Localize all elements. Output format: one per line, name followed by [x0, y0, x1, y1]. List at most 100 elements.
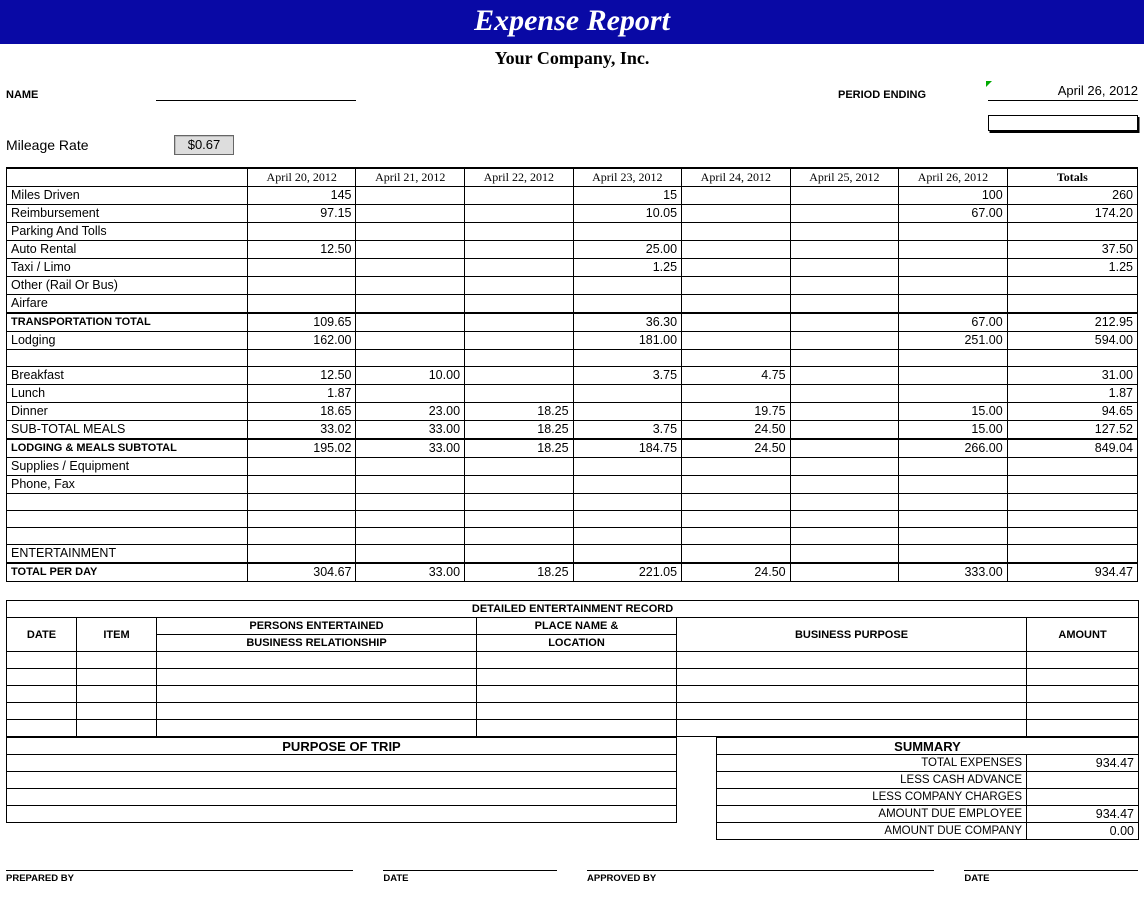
cell[interactable] [465, 385, 574, 403]
cell[interactable] [465, 205, 574, 223]
cell[interactable] [790, 223, 899, 241]
cell[interactable] [790, 332, 899, 350]
ent-row[interactable] [7, 652, 1139, 669]
cell[interactable] [899, 241, 1008, 259]
cell[interactable]: 333.00 [899, 563, 1008, 582]
cell[interactable]: 195.02 [247, 439, 356, 458]
cell[interactable]: 3.75 [573, 421, 682, 440]
ent-cell[interactable] [677, 669, 1027, 686]
ent-cell[interactable] [677, 686, 1027, 703]
cell[interactable] [790, 494, 899, 511]
cell[interactable] [899, 259, 1008, 277]
cell[interactable]: 24.50 [682, 439, 791, 458]
cell[interactable] [247, 511, 356, 528]
cell[interactable] [790, 259, 899, 277]
cell[interactable] [790, 277, 899, 295]
cell[interactable] [356, 350, 465, 367]
cell[interactable] [465, 223, 574, 241]
ent-cell[interactable] [157, 669, 477, 686]
ent-row[interactable] [7, 720, 1139, 737]
cell[interactable]: 24.50 [682, 421, 791, 440]
cell[interactable]: 25.00 [573, 241, 682, 259]
ent-cell[interactable] [1027, 720, 1139, 737]
ent-cell[interactable] [477, 703, 677, 720]
cell[interactable] [465, 313, 574, 332]
cell[interactable] [790, 350, 899, 367]
ent-cell[interactable] [77, 703, 157, 720]
ent-cell[interactable] [7, 686, 77, 703]
cell[interactable] [899, 385, 1008, 403]
ent-cell[interactable] [477, 669, 677, 686]
ent-cell[interactable] [7, 720, 77, 737]
cell[interactable]: 10.00 [356, 367, 465, 385]
ent-cell[interactable] [157, 703, 477, 720]
cell[interactable] [247, 458, 356, 476]
cell[interactable]: 33.00 [356, 421, 465, 440]
purpose-line[interactable] [7, 806, 677, 823]
purpose-line[interactable] [7, 755, 677, 772]
cell[interactable] [790, 439, 899, 458]
cell[interactable]: 10.05 [573, 205, 682, 223]
ent-row[interactable] [7, 686, 1139, 703]
cell[interactable] [682, 385, 791, 403]
cell[interactable]: 15.00 [899, 403, 1008, 421]
cell[interactable] [465, 187, 574, 205]
cell[interactable]: 100 [899, 187, 1008, 205]
cell[interactable] [682, 277, 791, 295]
cell[interactable] [682, 511, 791, 528]
cell[interactable] [465, 528, 574, 545]
cell[interactable] [573, 528, 682, 545]
ent-cell[interactable] [677, 652, 1027, 669]
cell[interactable]: 18.25 [465, 403, 574, 421]
cell[interactable] [899, 494, 1008, 511]
cell[interactable]: 1.87 [247, 385, 356, 403]
cell[interactable] [790, 545, 899, 564]
cell[interactable] [356, 187, 465, 205]
cell[interactable]: 251.00 [899, 332, 1008, 350]
cell[interactable] [247, 259, 356, 277]
ent-cell[interactable] [77, 652, 157, 669]
cell[interactable] [356, 205, 465, 223]
cell[interactable]: 12.50 [247, 241, 356, 259]
cell[interactable]: 4.75 [682, 367, 791, 385]
cell[interactable]: 15 [573, 187, 682, 205]
cell[interactable] [247, 545, 356, 564]
ent-cell[interactable] [157, 686, 477, 703]
cell[interactable] [682, 241, 791, 259]
cell[interactable] [899, 511, 1008, 528]
cell[interactable] [465, 458, 574, 476]
cell[interactable] [682, 350, 791, 367]
cell[interactable] [682, 313, 791, 332]
cell[interactable] [790, 421, 899, 440]
cell[interactable] [465, 277, 574, 295]
cell[interactable] [465, 367, 574, 385]
cell[interactable] [899, 476, 1008, 494]
cell[interactable] [465, 332, 574, 350]
cell[interactable] [790, 205, 899, 223]
ent-row[interactable] [7, 703, 1139, 720]
cell[interactable] [247, 476, 356, 494]
ent-cell[interactable] [477, 652, 677, 669]
cell[interactable] [573, 350, 682, 367]
cell[interactable]: 109.65 [247, 313, 356, 332]
cell[interactable] [247, 277, 356, 295]
cell[interactable] [247, 223, 356, 241]
cell[interactable] [356, 528, 465, 545]
cell[interactable] [682, 295, 791, 314]
cell[interactable] [682, 259, 791, 277]
cell[interactable] [682, 494, 791, 511]
cell[interactable]: 67.00 [899, 313, 1008, 332]
cell[interactable] [790, 403, 899, 421]
cell[interactable] [356, 313, 465, 332]
cell[interactable]: 15.00 [899, 421, 1008, 440]
cell[interactable] [790, 187, 899, 205]
cell[interactable] [790, 385, 899, 403]
purpose-line[interactable] [7, 772, 677, 789]
cell[interactable] [247, 494, 356, 511]
cell[interactable] [899, 277, 1008, 295]
ent-cell[interactable] [77, 686, 157, 703]
cell[interactable] [899, 545, 1008, 564]
cell[interactable] [790, 241, 899, 259]
cell[interactable] [356, 545, 465, 564]
cell[interactable]: 23.00 [356, 403, 465, 421]
